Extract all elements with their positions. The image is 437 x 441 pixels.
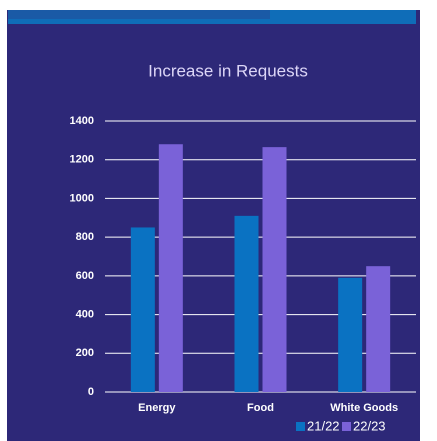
x-tick-label: Food xyxy=(247,402,274,414)
x-tick-label: White Goods xyxy=(330,402,398,414)
top-bar-dark xyxy=(8,10,270,19)
y-tick-label: 1200 xyxy=(70,154,94,166)
y-tick-label: 1400 xyxy=(70,115,94,127)
legend-swatch xyxy=(296,422,305,431)
bar xyxy=(366,266,391,392)
legend-label: 21/22 xyxy=(307,418,340,433)
bar xyxy=(262,147,287,392)
x-tick-label: Energy xyxy=(138,402,176,414)
y-tick-label: 600 xyxy=(76,270,94,282)
legend-label: 22/23 xyxy=(353,418,386,433)
y-tick-label: 200 xyxy=(76,347,94,359)
bar xyxy=(158,144,183,392)
legend-swatch xyxy=(342,422,351,431)
bar xyxy=(130,227,155,392)
y-tick-label: 400 xyxy=(76,308,94,320)
bar xyxy=(338,277,363,392)
bar xyxy=(234,215,259,392)
chart-title: Increase in Requests xyxy=(148,61,308,80)
y-tick-label: 800 xyxy=(76,231,94,243)
y-tick-label: 0 xyxy=(88,386,94,398)
y-tick-label: 1000 xyxy=(70,192,94,204)
